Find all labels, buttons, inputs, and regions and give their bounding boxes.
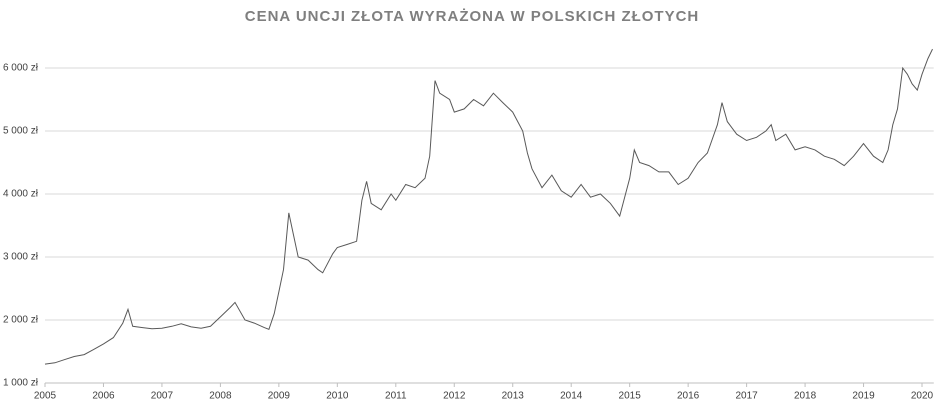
chart-title: CENA UNCJI ZŁOTA WYRAŻONA W POLSKICH ZŁO… [245, 8, 700, 25]
x-tick-label: 2015 [619, 391, 642, 402]
x-tick-label: 2008 [209, 391, 232, 402]
y-tick-label: 5 000 zł [3, 126, 39, 137]
x-tick-label: 2009 [268, 391, 291, 402]
x-tick-label: 2006 [92, 391, 115, 402]
x-tick-label: 2014 [560, 391, 583, 402]
x-tick-label: 2016 [677, 391, 700, 402]
x-tick-label: 2017 [735, 391, 758, 402]
y-tick-label: 1 000 zł [3, 378, 39, 389]
y-tick-label: 6 000 zł [3, 63, 39, 74]
x-tick-label: 2011 [385, 391, 407, 402]
x-tick-label: 2020 [911, 391, 934, 402]
x-tick-label: 2013 [502, 391, 525, 402]
y-tick-label: 2 000 zł [3, 315, 39, 326]
x-tick-label: 2010 [326, 391, 349, 402]
x-tick-label: 2007 [151, 391, 174, 402]
x-tick-label: 2005 [34, 391, 57, 402]
y-tick-label: 4 000 zł [3, 189, 39, 200]
x-tick-label: 2018 [794, 391, 817, 402]
price-line [44, 48, 933, 365]
x-tick-label: 2019 [852, 391, 875, 402]
x-tick-label: 2012 [443, 391, 466, 402]
y-tick-label: 3 000 zł [3, 252, 39, 263]
